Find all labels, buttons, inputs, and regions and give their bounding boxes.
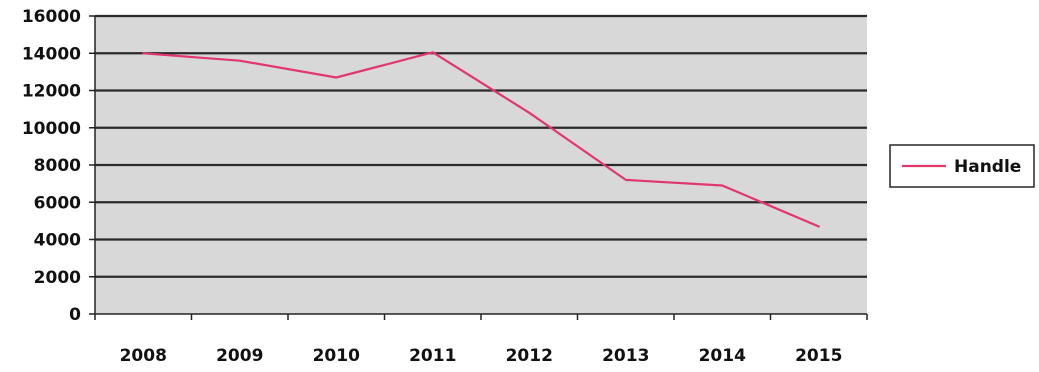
x-tick-label-2010: 2010 xyxy=(313,346,360,366)
x-axis-tick-labels: 2008 2009 2010 2011 2012 2013 2014 2015 xyxy=(120,346,843,366)
y-tick-label-8000: 8000 xyxy=(34,156,81,176)
x-tick-label-2012: 2012 xyxy=(506,346,553,366)
y-tick-label-4000: 4000 xyxy=(34,231,81,251)
y-tick-label-0: 0 xyxy=(69,305,81,325)
y-tick-label-12000: 12000 xyxy=(22,82,81,102)
legend-label-handle: Handle xyxy=(954,157,1021,177)
y-axis-tick-labels: 0 2000 4000 6000 8000 10000 12000 14000 16000 xyxy=(22,7,81,325)
legend: Handle xyxy=(890,145,1034,187)
x-tick-label-2014: 2014 xyxy=(699,346,746,366)
y-tick-label-6000: 6000 xyxy=(34,193,81,213)
x-tick-label-2011: 2011 xyxy=(409,346,456,366)
y-tick-label-2000: 2000 xyxy=(34,268,81,288)
y-tick-label-14000: 14000 xyxy=(22,44,81,64)
x-tick-label-2015: 2015 xyxy=(795,346,842,366)
y-tick-label-16000: 16000 xyxy=(22,7,81,27)
x-tick-label-2009: 2009 xyxy=(216,346,263,366)
y-tick-label-10000: 10000 xyxy=(22,119,81,139)
x-tick-label-2013: 2013 xyxy=(602,346,649,366)
x-tick-label-2008: 2008 xyxy=(120,346,167,366)
